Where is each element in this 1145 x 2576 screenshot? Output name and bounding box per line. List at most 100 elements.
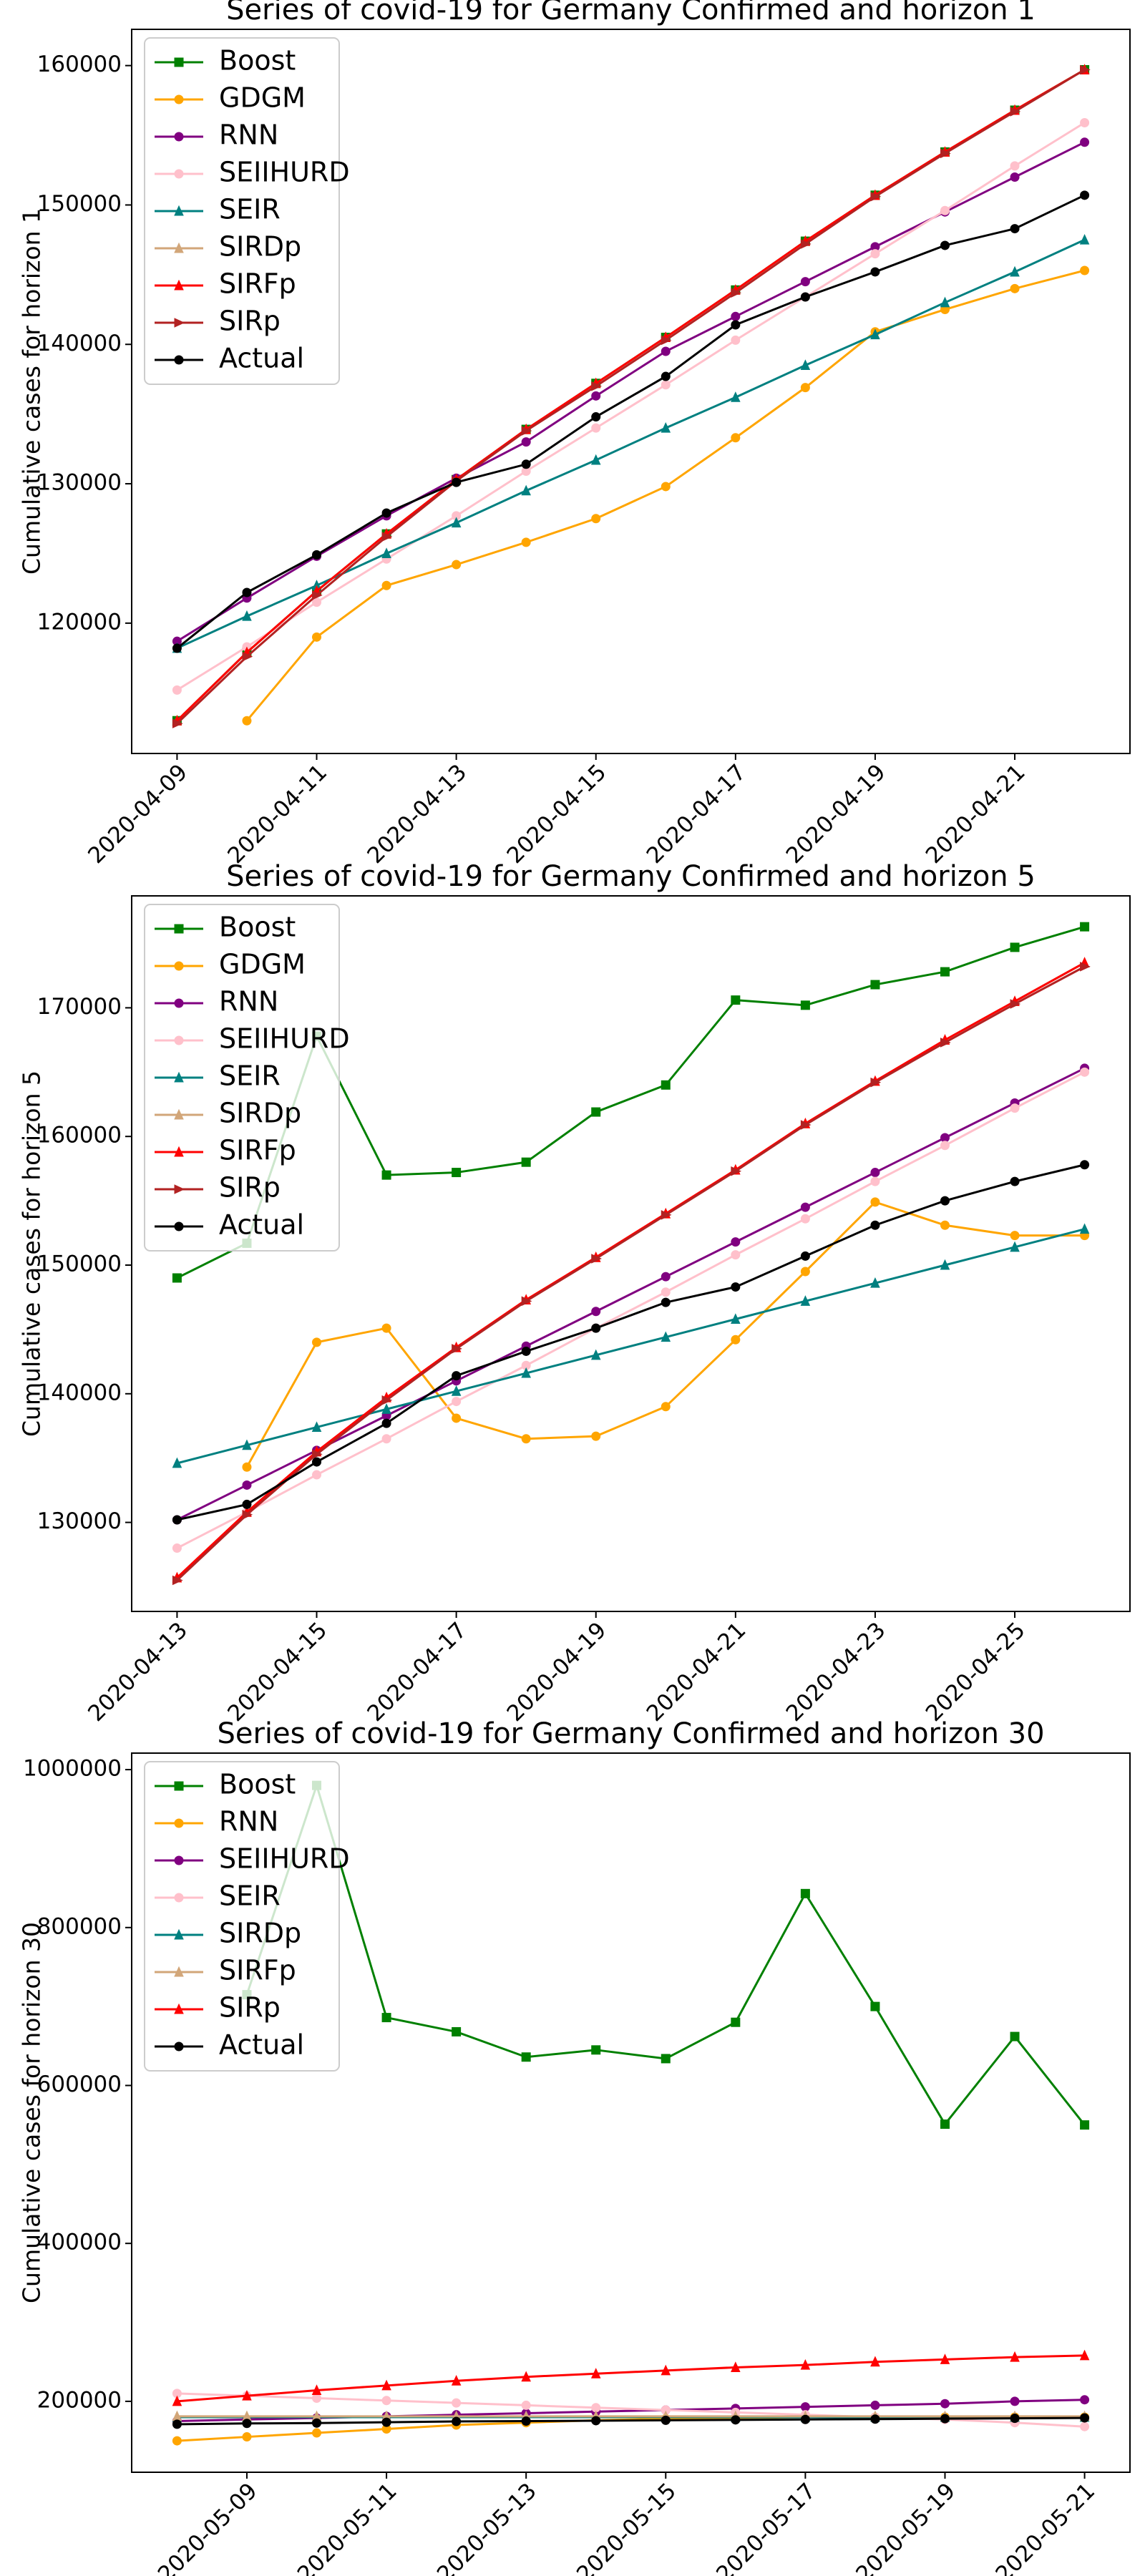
marker (172, 1273, 182, 1283)
marker (174, 94, 184, 104)
marker (731, 1282, 741, 1292)
legend-label: SIRFp (219, 1135, 296, 1166)
marker (940, 1038, 951, 1048)
marker (870, 1220, 880, 1230)
marker (800, 1888, 810, 1898)
marker (311, 2384, 322, 2395)
legend-label: RNN (219, 119, 278, 151)
marker (800, 1120, 812, 1130)
y-tick-label: 130000 (37, 1508, 122, 1534)
marker (1010, 265, 1020, 277)
series-line (176, 965, 1086, 1581)
x-tick-label: 2020-05-15 (572, 2478, 681, 2576)
marker (940, 1141, 950, 1151)
marker (521, 459, 531, 469)
marker (521, 2416, 531, 2426)
marker (1010, 1103, 1020, 1113)
marker (661, 2415, 671, 2425)
series-line (176, 122, 1086, 691)
marker (731, 320, 741, 330)
marker (1079, 2349, 1090, 2361)
marker (172, 718, 183, 728)
marker (381, 580, 391, 590)
marker (242, 651, 253, 662)
legend: Boost GDGM RNN SEIIHURD SEIR SIRDp SIRFp SIRp Ac… (144, 37, 350, 385)
marker (661, 371, 671, 381)
marker (174, 1184, 185, 1194)
marker (174, 279, 184, 291)
marker (451, 1385, 462, 1396)
x-tick-label: 2020-05-11 (293, 2478, 402, 2576)
x-tick-label: 2020-04-13 (83, 1617, 193, 1727)
marker (521, 1346, 531, 1356)
marker (870, 1176, 880, 1186)
marker (661, 335, 672, 346)
marker (591, 1254, 602, 1264)
marker (174, 1108, 184, 1120)
marker (174, 318, 185, 328)
marker (381, 1434, 391, 1444)
marker (1080, 2120, 1090, 2130)
marker (381, 1395, 393, 1405)
marker (452, 2398, 462, 2408)
marker (311, 1421, 322, 1433)
marker (800, 2414, 810, 2424)
marker (1010, 161, 1020, 171)
x-tick-label: 2020-05-17 (711, 2478, 821, 2576)
legend-box (144, 1761, 340, 2072)
marker (174, 169, 184, 179)
marker (1010, 283, 1020, 293)
legend-box (144, 37, 340, 385)
plot-area (172, 1780, 1090, 2446)
marker (1010, 224, 1020, 234)
marker (661, 1210, 672, 1220)
marker (800, 1267, 810, 1277)
series (172, 1160, 1090, 1525)
marker (1010, 107, 1021, 117)
marker (452, 2416, 462, 2426)
marker (172, 1543, 182, 1553)
plot-frame (131, 1752, 1131, 2473)
series-line (177, 2416, 1085, 2426)
marker (381, 1170, 391, 1180)
marker (312, 1337, 322, 1347)
marker (174, 1893, 184, 1903)
legend-label: SEIIHURD (219, 1023, 350, 1055)
y-tick-label: 150000 (37, 1252, 122, 1277)
legend-label: SIRFp (219, 1955, 296, 1986)
series-line (245, 1782, 1086, 2127)
marker (521, 1367, 531, 1378)
marker (800, 292, 810, 302)
marker (800, 239, 812, 249)
marker (661, 421, 671, 433)
legend: Boost GDGM RNN SEIIHURD SEIR SIRDp SIRFp SIRp Ac… (144, 904, 350, 1252)
marker (521, 484, 531, 496)
marker (731, 2017, 741, 2027)
x-tick-label: 2020-04-15 (223, 1617, 332, 1727)
marker (521, 426, 532, 436)
marker (521, 537, 531, 547)
y-tick-label: 170000 (37, 994, 122, 1020)
marker (731, 1313, 741, 1324)
plot-frame (131, 895, 1131, 1612)
marker (174, 1146, 184, 1157)
series (242, 1197, 1090, 1472)
marker (242, 610, 252, 621)
marker (1010, 1176, 1020, 1186)
marker (731, 1335, 741, 1345)
marker (870, 191, 882, 202)
marker (940, 1196, 950, 1206)
marker (661, 1272, 671, 1282)
legend-label: SIRFp (219, 268, 296, 300)
legend-label: SIRp (219, 306, 281, 337)
series (172, 2349, 1090, 2406)
marker (172, 685, 182, 695)
marker (242, 2389, 252, 2401)
legend-label: RNN (219, 1806, 278, 1838)
marker (521, 2400, 531, 2410)
marker (381, 2379, 391, 2391)
x-tick-label: 2020-04-19 (781, 759, 891, 869)
marker (1080, 1067, 1090, 1077)
marker (731, 1250, 741, 1260)
y-tick-label: 800000 (37, 1913, 122, 1939)
